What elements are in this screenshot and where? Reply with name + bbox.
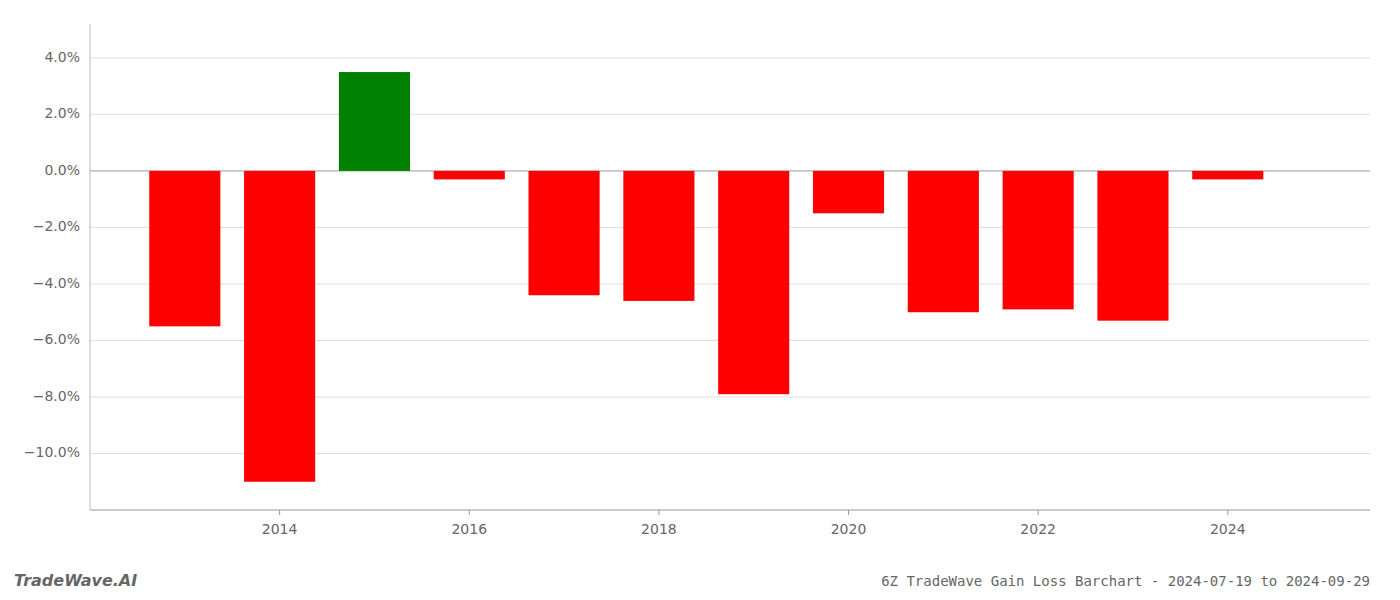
bar	[339, 72, 410, 171]
y-tick-label: −4.0%	[33, 275, 80, 291]
x-tick-label: 2020	[831, 521, 867, 537]
y-tick-label: −10.0%	[24, 444, 80, 460]
bar	[1003, 171, 1074, 309]
x-tick-label: 2016	[451, 521, 487, 537]
x-axis-line	[90, 510, 1370, 511]
bars	[149, 72, 1263, 482]
bar	[149, 171, 220, 326]
bar	[529, 171, 600, 295]
y-tick-label: −2.0%	[33, 218, 80, 234]
watermark: TradeWave.AI	[14, 571, 137, 590]
bar	[1097, 171, 1168, 321]
y-tick-label: 2.0%	[44, 105, 80, 121]
y-tick-label: 4.0%	[44, 49, 80, 65]
bar	[434, 171, 505, 179]
grid-line	[90, 114, 1370, 115]
bar	[623, 171, 694, 301]
y-tick-label: 0.0%	[44, 162, 80, 178]
bar	[813, 171, 884, 213]
x-tick-label: 2024	[1210, 521, 1246, 537]
title: 6Z TradeWave Gain Loss Barchart - 2024-0…	[881, 573, 1370, 589]
x-tick	[1038, 510, 1039, 515]
y-tick-label: −8.0%	[33, 388, 80, 404]
x-tick	[848, 510, 849, 515]
x-tick	[658, 510, 659, 515]
x-tick-label: 2022	[1020, 521, 1056, 537]
bar	[718, 171, 789, 394]
chart: −10.0% −8.0% −6.0% −4.0% −2.0% 0.0% 2.0% 4.0% 20…	[0, 0, 1400, 600]
y-axis-line	[90, 24, 91, 510]
x-tick	[1227, 510, 1228, 515]
x-tick	[279, 510, 280, 515]
x-tick-label: 2018	[641, 521, 677, 537]
x-tick	[469, 510, 470, 515]
grid-line	[90, 57, 1370, 58]
y-tick-label: −6.0%	[33, 331, 80, 347]
x-tick-label: 2014	[262, 521, 298, 537]
bar	[244, 171, 315, 482]
bar	[1192, 171, 1263, 179]
bar	[908, 171, 979, 312]
